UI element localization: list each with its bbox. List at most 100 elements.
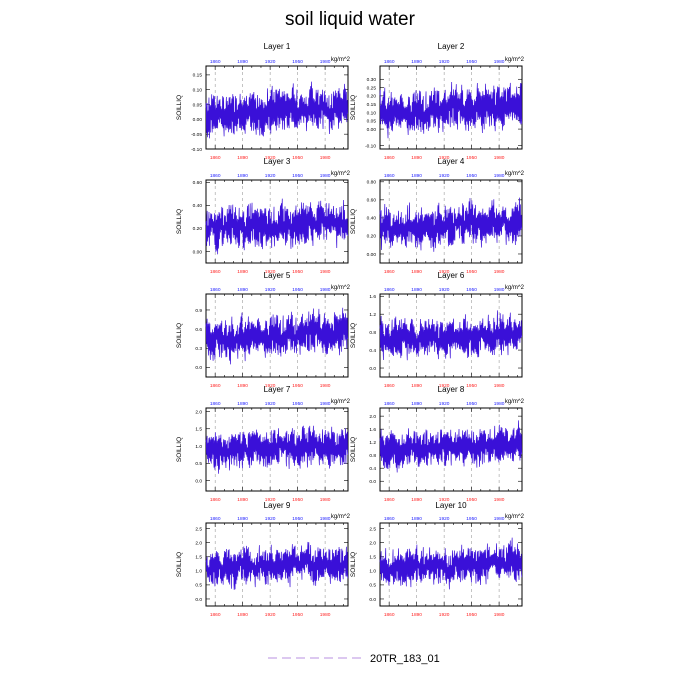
y-tick-label: 0.00: [367, 127, 377, 133]
units-label: kg/m^2: [331, 57, 351, 63]
x-tick-label-top: 1860: [384, 401, 395, 407]
x-tick-label-bottom: 1890: [237, 612, 248, 618]
y-tick-label: 0.00: [193, 249, 203, 255]
y-tick-label: 0.30: [367, 77, 377, 83]
x-tick-label-bottom: 1950: [466, 383, 477, 389]
panel-title: Layer 3: [264, 157, 291, 166]
x-tick-label-top: 1980: [494, 173, 505, 179]
x-tick-label-bottom: 1920: [265, 155, 276, 161]
y-tick-label: 0.60: [193, 180, 203, 186]
x-tick-label-top: 1890: [411, 173, 422, 179]
x-tick-label-top: 1950: [292, 59, 303, 65]
y-tick-label: 2.0: [369, 540, 376, 546]
x-tick-label-bottom: 1860: [384, 612, 395, 618]
y-tick-label: 1.2: [369, 440, 376, 446]
x-tick-label-top: 1890: [237, 516, 248, 522]
x-tick-label-bottom: 1950: [466, 612, 477, 618]
y-axis-label: SOILLIQ: [350, 437, 357, 462]
x-tick-label-bottom: 1920: [265, 383, 276, 389]
panel-title: Layer 10: [435, 501, 467, 510]
panel-title: Layer 1: [264, 42, 291, 51]
panel-title: Layer 5: [264, 271, 291, 280]
x-tick-label-bottom: 1980: [320, 155, 331, 161]
x-tick-label-bottom: 1890: [411, 497, 422, 503]
units-label: kg/m^2: [505, 171, 525, 177]
x-tick-label-top: 1890: [237, 287, 248, 293]
y-axis-label: SOILLIQ: [176, 552, 183, 577]
y-tick-label: 2.0: [195, 540, 202, 546]
x-tick-label-top: 1860: [210, 401, 221, 407]
x-tick-label-bottom: 1920: [265, 497, 276, 503]
y-axis-label: SOILLIQ: [176, 95, 183, 120]
x-tick-label-top: 1920: [265, 401, 276, 407]
panel-7: Layer 7 kg/m^2 SOILLIQ 1860 1860 1890 1890 1920…: [176, 385, 351, 503]
x-tick-label-bottom: 1860: [210, 612, 221, 618]
panel-title: Layer 2: [438, 42, 465, 51]
units-label: kg/m^2: [331, 171, 351, 177]
y-tick-label: 1.5: [195, 427, 202, 433]
x-tick-label-bottom: 1920: [439, 269, 450, 275]
x-tick-label-bottom: 1860: [210, 383, 221, 389]
x-tick-label-bottom: 1950: [466, 155, 477, 161]
panel-9: Layer 9 kg/m^2 SOILLIQ 1860 1860 1890 1890 1920…: [176, 501, 351, 618]
x-tick-label-top: 1980: [320, 516, 331, 522]
x-tick-label-bottom: 1920: [439, 497, 450, 503]
y-tick-label: 0.0: [195, 478, 202, 484]
x-tick-label-bottom: 1890: [237, 155, 248, 161]
y-tick-label: 0.40: [367, 216, 377, 222]
series-line: [379, 420, 523, 473]
y-tick-label: 0.10: [367, 110, 377, 116]
x-tick-label-top: 1860: [384, 173, 395, 179]
y-axis-label: SOILLIQ: [350, 323, 357, 348]
x-tick-label-bottom: 1980: [320, 497, 331, 503]
y-tick-label: 0.80: [367, 180, 377, 186]
x-tick-label-bottom: 1920: [265, 612, 276, 618]
x-tick-label-top: 1860: [210, 59, 221, 65]
x-tick-label-bottom: 1860: [210, 269, 221, 275]
y-tick-label: 0.00: [367, 252, 377, 258]
x-tick-label-bottom: 1980: [320, 269, 331, 275]
panel-6: Layer 6 kg/m^2 SOILLIQ 1860 1860 1890 1890 1920…: [350, 271, 525, 389]
y-tick-label: 0.5: [195, 583, 202, 589]
x-tick-label-top: 1950: [292, 173, 303, 179]
y-axis-label: SOILLIQ: [350, 209, 357, 234]
x-tick-label-bottom: 1980: [494, 269, 505, 275]
x-tick-label-top: 1980: [320, 401, 331, 407]
x-tick-label-bottom: 1950: [292, 383, 303, 389]
y-tick-label: 1.0: [195, 444, 202, 450]
y-tick-label: 0.8: [369, 330, 376, 336]
x-tick-label-top: 1980: [494, 287, 505, 293]
units-label: kg/m^2: [331, 399, 351, 405]
y-tick-label: 0.5: [195, 461, 202, 467]
x-tick-label-top: 1890: [237, 173, 248, 179]
x-tick-label-top: 1860: [210, 287, 221, 293]
plot-frame: [379, 407, 523, 492]
y-axis-label: SOILLIQ: [176, 437, 183, 462]
series-line: [379, 197, 523, 252]
x-tick-label-bottom: 1950: [292, 155, 303, 161]
panel-3: Layer 3 kg/m^2 SOILLIQ 1860 1860 1890 1890 1920…: [176, 157, 351, 275]
x-tick-label-bottom: 1980: [320, 383, 331, 389]
x-tick-label-bottom: 1890: [237, 383, 248, 389]
chart-title: soil liquid water: [285, 9, 415, 30]
y-tick-label: 2.5: [369, 526, 376, 532]
y-tick-label: 1.5: [369, 555, 376, 561]
x-tick-label-top: 1890: [411, 516, 422, 522]
x-tick-label-top: 1920: [439, 173, 450, 179]
x-tick-label-top: 1950: [466, 59, 477, 65]
y-tick-label: 0.4: [369, 348, 376, 354]
y-tick-label: 0.20: [193, 226, 203, 232]
x-tick-label-bottom: 1950: [292, 612, 303, 618]
x-tick-label-bottom: 1950: [466, 269, 477, 275]
x-tick-label-top: 1920: [265, 516, 276, 522]
x-tick-label-top: 1920: [439, 401, 450, 407]
x-tick-label-top: 1950: [292, 287, 303, 293]
x-tick-label-top: 1920: [265, 59, 276, 65]
panel-title: Layer 6: [438, 271, 465, 280]
x-tick-label-bottom: 1860: [210, 155, 221, 161]
x-tick-label-bottom: 1980: [494, 612, 505, 618]
y-tick-label: 0.0: [369, 597, 376, 603]
y-tick-label: -0.10: [365, 143, 376, 149]
plot-frame: [205, 293, 349, 378]
y-tick-label: 1.6: [369, 427, 376, 433]
